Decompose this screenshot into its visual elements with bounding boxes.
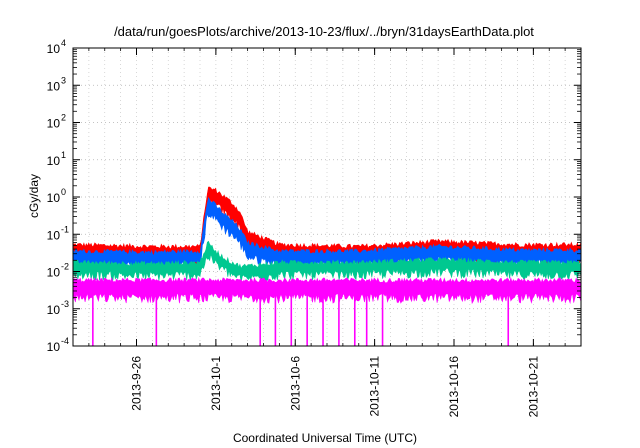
x-tick-label: 2013-10-1 [209,356,223,411]
x-tick-label: 2013-10-21 [526,356,540,418]
y-tick-exponent: 2 [61,113,66,123]
y-tick-exponent: 4 [61,38,66,48]
y-tick-exponent: 3 [61,75,66,85]
y-axis-label: cGy/day [27,174,41,218]
x-axis-label: Coordinated Universal Time (UTC) [233,431,417,445]
y-tick-label: 10 [47,191,61,205]
chart-title: /data/run/goesPlots/archive/2013-10-23/f… [114,24,534,39]
y-tick-label: 10 [47,42,61,56]
y-tick-exponent: -2 [61,262,69,272]
x-tick-label: 2013-10-16 [447,356,461,418]
y-tick-exponent: -4 [61,336,69,346]
y-tick-label: 10 [47,117,61,131]
x-tick-label: 2013-10-11 [368,356,382,417]
y-tick-exponent: -3 [61,299,69,309]
y-tick-label: 10 [47,79,61,93]
y-tick-exponent: 0 [61,187,66,197]
y-tick-label: 10 [47,266,61,280]
series-group [72,186,582,346]
y-tick-label: 10 [47,340,61,354]
y-tick-exponent: 1 [61,150,66,160]
y-tick-label: 10 [47,154,61,168]
y-tick-label: 10 [47,228,61,242]
x-tick-label: 2013-10-6 [288,356,302,411]
y-tick-exponent: -1 [61,224,69,234]
x-tick-label: 2013-9-26 [130,356,144,411]
y-tick-label: 10 [47,303,61,317]
